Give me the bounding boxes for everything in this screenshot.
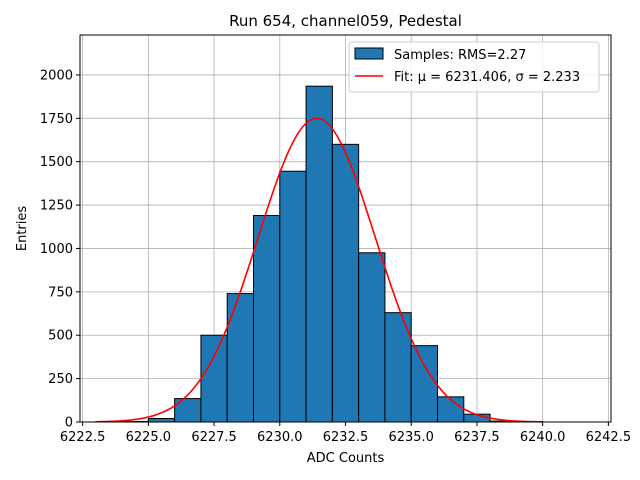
x-tick-label: 6232.5	[323, 430, 369, 445]
y-tick-label: 250	[48, 372, 73, 387]
x-tick-label: 6240.0	[520, 430, 566, 445]
y-tick-label: 1500	[40, 155, 73, 170]
fit-curve	[95, 117, 543, 423]
y-axis-ticks: 0 250 500 750 1000 1250 1500 1750 2000	[40, 68, 80, 431]
histogram-bar	[279, 170, 307, 423]
y-tick-label: 1000	[40, 242, 73, 257]
x-axis-ticks: 6222.5 6225.0 6227.5 6230.0 6232.5 6235.0 6237…	[60, 422, 631, 445]
histogram-bar	[147, 418, 176, 423]
y-tick-label: 500	[48, 329, 73, 344]
y-tick-label: 1250	[40, 199, 73, 214]
x-tick-label: 6222.5	[60, 430, 106, 445]
y-tick-label: 1750	[40, 112, 73, 127]
legend-samples-patch	[354, 47, 384, 60]
y-tick-label: 2000	[40, 68, 73, 83]
x-tick-label: 6230.0	[257, 430, 303, 445]
legend: Samples: RMS=2.27 Fit: μ = 6231.406, σ =…	[348, 41, 600, 93]
histogram-bar	[358, 252, 386, 423]
histogram-bar	[226, 293, 254, 423]
histogram-bar	[384, 312, 412, 423]
histogram-bar	[305, 85, 333, 423]
histogram-bar	[252, 214, 281, 423]
histogram-bar	[200, 334, 228, 423]
histogram-bar	[331, 143, 360, 423]
chart-title: Run 654, channel059, Pedestal	[229, 12, 462, 30]
y-axis-label: Entries	[15, 206, 30, 252]
fit-curve-group	[95, 117, 543, 423]
legend-box	[348, 41, 600, 93]
x-tick-label: 6227.5	[191, 430, 237, 445]
legend-samples-label: Samples: RMS=2.27	[394, 48, 526, 63]
histogram-bar	[437, 396, 465, 423]
x-tick-label: 6225.0	[126, 430, 172, 445]
x-tick-label: 6235.0	[388, 430, 434, 445]
histogram-bars	[95, 85, 544, 423]
x-axis-label: ADC Counts	[307, 451, 385, 466]
histogram-bar	[410, 345, 439, 423]
x-tick-label: 6237.5	[454, 430, 500, 445]
y-tick-label: 750	[48, 285, 73, 300]
y-tick-label: 0	[65, 416, 73, 431]
x-tick-label: 6242.5	[586, 430, 632, 445]
legend-fit-label: Fit: μ = 6231.406, σ = 2.233	[394, 70, 580, 85]
